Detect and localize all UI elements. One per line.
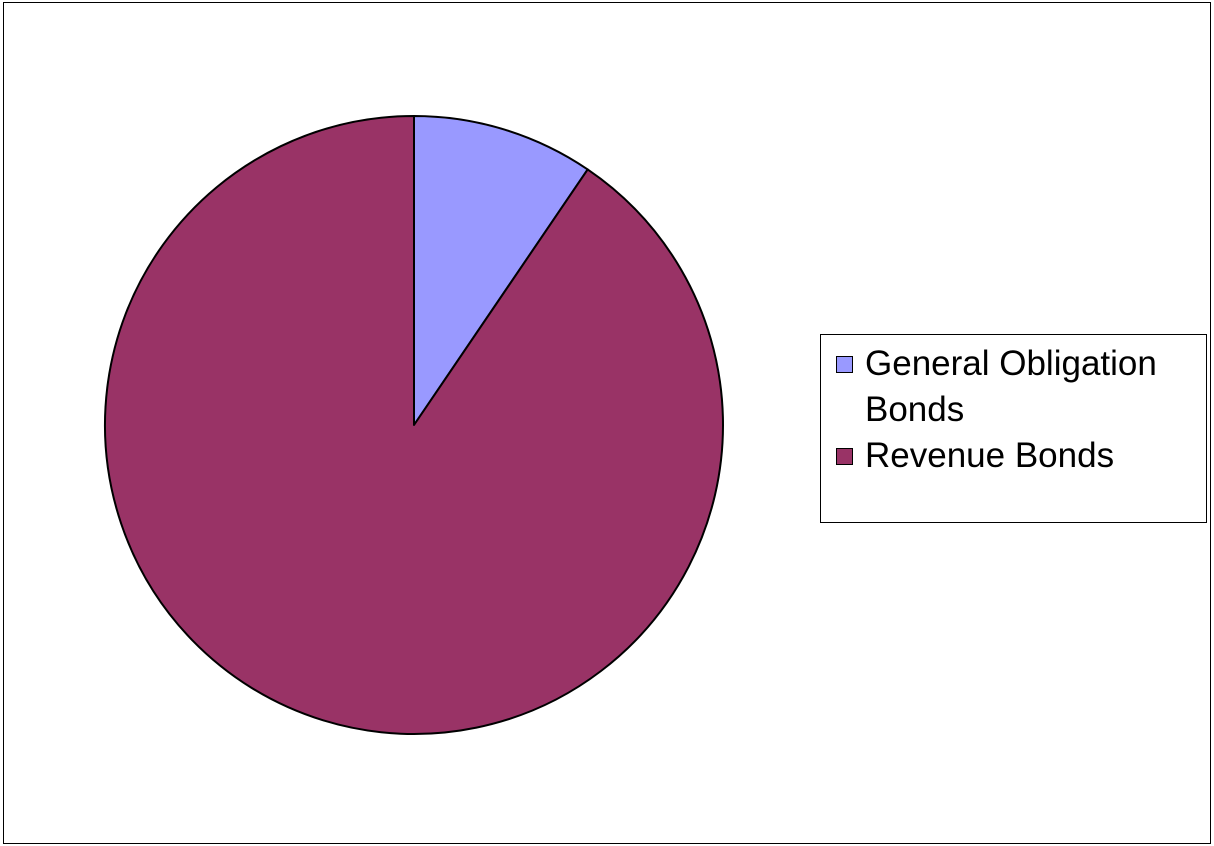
legend-swatch-0: [836, 356, 853, 373]
legend-label-0: General Obligation Bonds: [865, 344, 1157, 429]
pie-slice-0: [413, 115, 589, 426]
legend-item-0: General Obligation Bonds: [821, 341, 1206, 433]
legend: General Obligation Bonds Revenue Bonds: [820, 334, 1207, 523]
legend-label-1: Revenue Bonds: [865, 436, 1115, 475]
chart-area: General Obligation Bonds Revenue Bonds: [3, 2, 1211, 844]
pie-slice-1: [104, 115, 724, 735]
pie-chart: [104, 115, 724, 735]
legend-swatch-1: [836, 448, 853, 465]
legend-item-1: Revenue Bonds: [821, 433, 1206, 479]
